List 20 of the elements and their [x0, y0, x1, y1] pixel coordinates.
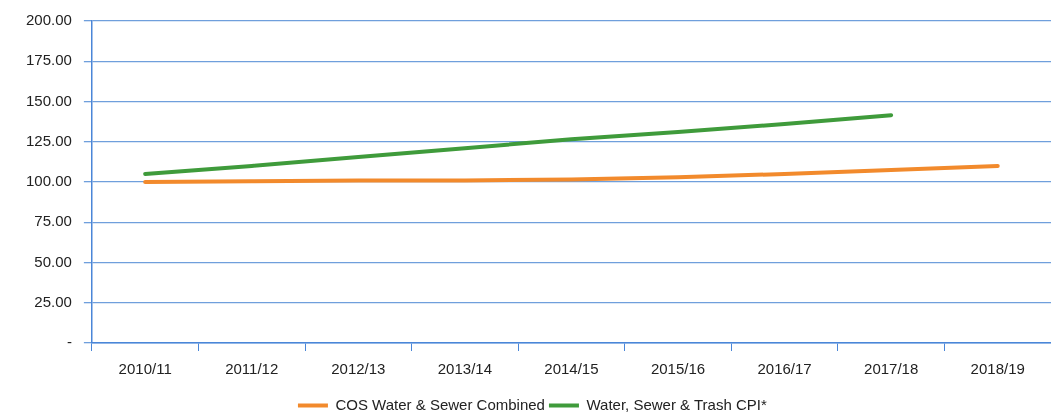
x-tick-label: 2018/19 [970, 360, 1025, 378]
x-tick-label: 2016/17 [757, 360, 812, 378]
x-tick-label: 2013/14 [437, 360, 492, 378]
x-tick-label: 2015/16 [650, 360, 706, 378]
y-tick-label: 175.00 [25, 51, 72, 69]
x-tick-label: 2010/11 [118, 360, 172, 378]
y-tick-label: 100.00 [25, 172, 72, 190]
y-tick-label: 50.00 [34, 252, 72, 270]
y-tick-label: 75.00 [34, 212, 72, 230]
y-tick-label: 25.00 [34, 292, 72, 310]
y-tick-label: 125.00 [25, 131, 72, 149]
legend-label: COS Water & Sewer Combined [335, 395, 545, 413]
y-tick-label: - [66, 333, 72, 351]
y-tick-label: 200.00 [25, 11, 72, 29]
x-tick-label: 2014/15 [544, 360, 599, 378]
y-tick-label: 150.00 [25, 91, 72, 109]
x-tick-label: 2017/18 [864, 360, 919, 378]
x-tick-label: 2012/13 [331, 360, 386, 378]
legend-label: Water, Sewer & Trash CPI* [586, 395, 767, 413]
x-tick-label: 2011/12 [225, 360, 279, 378]
